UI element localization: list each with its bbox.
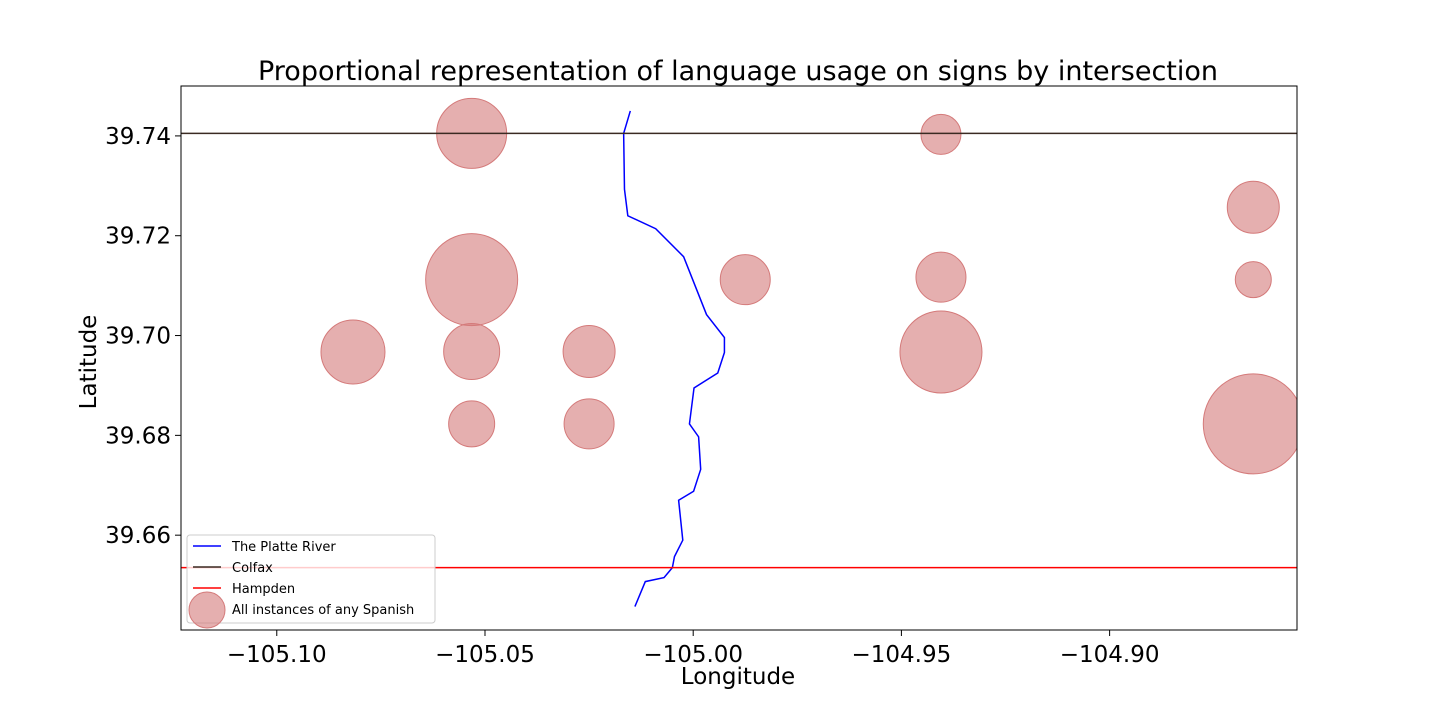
spanish-bubble-13 <box>1202 373 1297 475</box>
legend: The Platte River Colfax Hampden All inst… <box>186 534 436 629</box>
y-tick-label-2: 39.70 <box>105 324 171 350</box>
spanish-bubble-7 <box>719 254 771 306</box>
spanish-bubble-2 <box>443 323 501 381</box>
spanish-bubble-10 <box>899 310 983 394</box>
y-tick-label-0: 39.66 <box>105 523 171 549</box>
legend-label-spanish: All instances of any Spanish <box>232 603 414 618</box>
y-tick-label-1: 39.68 <box>105 423 171 449</box>
y-tick-label-3: 39.72 <box>105 224 171 250</box>
spanish-bubble-11 <box>1226 180 1280 234</box>
legend-box <box>186 534 436 624</box>
legend-label-colfax: Colfax <box>232 561 273 576</box>
x-tick-label-3: −104.95 <box>852 642 952 668</box>
x-tick-label-2: −105.00 <box>643 642 743 668</box>
y-tick-label-4: 39.74 <box>105 124 171 150</box>
spanish-bubble-6 <box>563 398 615 450</box>
x-tick-label-4: −104.90 <box>1060 642 1160 668</box>
spanish-bubble-1 <box>425 233 519 327</box>
x-axis: −105.10 −105.05 −105.00 −104.95 −104.90 <box>227 630 1160 668</box>
the-platte-river-line <box>622 110 726 607</box>
legend-label-hampden: Hampden <box>232 582 295 597</box>
y-axis-label: Latitude <box>76 315 102 410</box>
legend-swatch-spanish <box>188 591 226 629</box>
x-tick-label-1: −105.05 <box>435 642 535 668</box>
y-axis: 39.66 39.68 39.70 39.72 39.74 <box>105 124 181 549</box>
legend-label-platte-river: The Platte River <box>231 540 336 555</box>
spanish-bubble-12 <box>1234 261 1272 299</box>
spanish-bubble-9 <box>915 251 967 303</box>
spanish-bubble-8 <box>920 113 962 155</box>
spanish-bubble-3 <box>448 400 496 448</box>
x-axis-label: Longitude <box>681 664 795 690</box>
chart-title: Proportional representation of language … <box>258 56 1218 87</box>
plot-area <box>181 97 1297 607</box>
plot-frame <box>180 85 1298 631</box>
spanish-bubble-4 <box>320 319 386 385</box>
spanish-bubble-5 <box>562 325 616 379</box>
x-tick-label-0: −105.10 <box>227 642 327 668</box>
